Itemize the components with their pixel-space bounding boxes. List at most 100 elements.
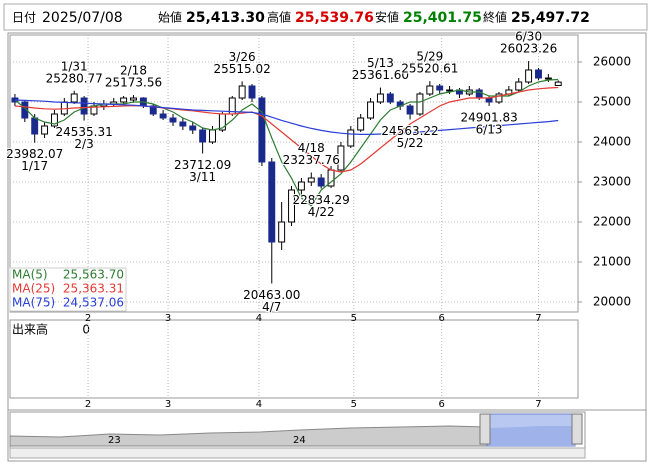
candle-body bbox=[130, 97, 137, 101]
candle-body bbox=[297, 181, 305, 191]
legend-name: MA(25) bbox=[12, 282, 55, 296]
x-tick-label: 4 bbox=[256, 399, 262, 410]
navigator-label: 24 bbox=[293, 435, 306, 446]
x-tick-label: 6 bbox=[438, 399, 444, 410]
annotation-date: 4/18 bbox=[298, 141, 325, 155]
navigator-window-area bbox=[490, 426, 575, 446]
candle-body bbox=[159, 113, 167, 119]
legend-value: 25,363.31 bbox=[63, 282, 124, 296]
annotation-value: 25515.02 bbox=[214, 62, 271, 76]
navigator-label: 23 bbox=[108, 435, 121, 446]
field-label: 始値 bbox=[158, 10, 182, 25]
annotation-date: 2/3 bbox=[74, 137, 93, 151]
y-tick-label: 21000 bbox=[593, 255, 631, 269]
annotation-value: 23712.09 bbox=[174, 158, 231, 172]
candle-body bbox=[288, 189, 295, 223]
candle-body bbox=[258, 97, 266, 163]
x-tick-label: 4 bbox=[256, 313, 262, 324]
candle-body bbox=[475, 89, 483, 99]
legend-name: MA(75) bbox=[12, 296, 55, 310]
candle-body bbox=[515, 81, 523, 91]
annotation-date: 5/13 bbox=[367, 56, 394, 70]
annotation-date: 5/22 bbox=[397, 136, 424, 150]
price-panel bbox=[9, 34, 579, 313]
candle-body bbox=[21, 101, 29, 119]
x-tick-label: 6 bbox=[438, 313, 444, 324]
volume-value: 0 bbox=[82, 323, 90, 337]
annotation-date: 6/30 bbox=[515, 30, 542, 44]
candle-body bbox=[31, 117, 39, 135]
field-value: 25,413.30 bbox=[186, 10, 265, 26]
legend-value: 25,563.70 bbox=[63, 268, 124, 282]
y-tick-label: 25000 bbox=[593, 95, 631, 109]
annotation-value: 25173.56 bbox=[105, 76, 162, 90]
annotation-date: 2/18 bbox=[120, 64, 147, 78]
annotation-value: 24901.83 bbox=[460, 110, 517, 124]
x-tick-label: 7 bbox=[535, 399, 541, 410]
annotation-value: 25361.60 bbox=[352, 68, 409, 82]
annotation-value: 22834.29 bbox=[293, 193, 350, 207]
y-tick-label: 26000 bbox=[593, 55, 631, 69]
annotation-value: 25520.61 bbox=[401, 62, 458, 76]
x-tick-label: 3 bbox=[165, 313, 171, 324]
header-bar bbox=[3, 3, 648, 31]
x-tick-label: 7 bbox=[535, 313, 541, 324]
candle-body bbox=[60, 101, 68, 115]
candle-body bbox=[406, 105, 414, 115]
annotation-value: 23982.07 bbox=[6, 147, 63, 161]
y-tick-label: 20000 bbox=[593, 295, 631, 309]
field-label: 終値 bbox=[483, 10, 507, 25]
navigator-handle-left[interactable] bbox=[479, 413, 491, 445]
outer-frame bbox=[7, 32, 647, 462]
candle-body bbox=[337, 145, 345, 171]
x-tick-label: 5 bbox=[351, 313, 357, 324]
y-tick-label: 23000 bbox=[593, 175, 631, 189]
date-label: 日付 bbox=[12, 11, 36, 25]
x-tick-label: 2 bbox=[85, 399, 91, 410]
candle-body bbox=[70, 93, 78, 103]
y-tick-label: 24000 bbox=[593, 135, 631, 149]
candle-body bbox=[386, 93, 394, 103]
candle-body bbox=[317, 177, 325, 187]
date: 2025/07/08 bbox=[42, 10, 123, 26]
candle-body bbox=[199, 129, 207, 143]
annotation-value: 25280.77 bbox=[46, 71, 103, 85]
annotation-value: 24535.31 bbox=[55, 125, 112, 139]
annotation-value: 23237.76 bbox=[283, 153, 340, 167]
legend-value: 24,537.06 bbox=[63, 296, 124, 310]
ma-line bbox=[14, 99, 559, 135]
candle-body bbox=[50, 113, 58, 127]
candle-body bbox=[41, 125, 49, 135]
annotation-date: 3/11 bbox=[189, 170, 216, 184]
navigator-handle-right[interactable] bbox=[571, 413, 583, 445]
annotation-date: 1/31 bbox=[61, 59, 88, 73]
candle-body bbox=[307, 177, 315, 183]
candle-body bbox=[544, 77, 552, 80]
annotation-date: 5/29 bbox=[416, 50, 443, 64]
field-value: 25,401.75 bbox=[403, 10, 482, 26]
scrollbar[interactable] bbox=[9, 447, 586, 459]
legend-name: MA(5) bbox=[12, 268, 48, 282]
candle-body bbox=[347, 129, 355, 147]
candle-body bbox=[446, 89, 454, 92]
candle-body bbox=[238, 85, 246, 99]
candle-body bbox=[357, 117, 365, 131]
annotation-value: 24563.22 bbox=[381, 124, 438, 138]
volume-label: 出来高 bbox=[12, 322, 48, 337]
candle-body bbox=[426, 85, 434, 95]
candle-body bbox=[149, 105, 157, 115]
annotation-value: 26023.26 bbox=[500, 42, 557, 56]
x-tick-label: 5 bbox=[351, 399, 357, 410]
annotation-date: 1/17 bbox=[21, 159, 48, 173]
candle-body bbox=[495, 93, 503, 103]
y-tick-label: 22000 bbox=[593, 215, 631, 229]
candle-body bbox=[120, 97, 128, 103]
candle-body bbox=[278, 221, 286, 243]
ma-line bbox=[14, 86, 559, 173]
candle-body bbox=[376, 93, 384, 103]
candle-body bbox=[554, 81, 562, 86]
candle-body bbox=[535, 69, 542, 79]
field-label: 安値 bbox=[375, 10, 399, 25]
candle-body bbox=[367, 101, 375, 119]
